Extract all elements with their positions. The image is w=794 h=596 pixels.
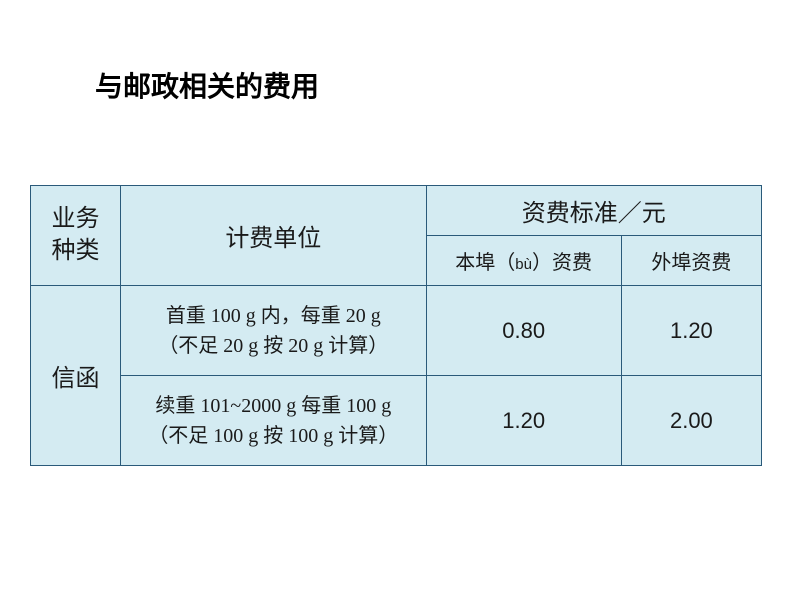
pinyin-bu: bù [515,256,532,273]
header-fee-standard: 资费标准／元 [426,186,761,236]
local-fee-text-part1: 本埠（ [455,252,515,274]
subheader-remote-fee: 外埠资费 [621,236,761,286]
desc-row1-line1: 首重 100 g 内，每重 20 g [166,305,381,327]
desc-row2-line2: （不足 100 g 按 100 g 计算） [148,425,398,447]
table-row: 续重 101~2000 g 每重 100 g （不足 100 g 按 100 g… [31,376,762,466]
desc-row2-line1: 续重 101~2000 g 每重 100 g [155,395,391,417]
category-letter: 信函 [31,286,121,466]
local-fee-row1: 0.80 [426,286,621,376]
local-fee-text-part2: ）资费 [532,252,592,274]
header-col1-line1: 业务 [52,206,100,232]
remote-fee-row2: 2.00 [621,376,761,466]
desc-additional-weight: 续重 101~2000 g 每重 100 g （不足 100 g 按 100 g… [121,376,426,466]
desc-row1-line2: （不足 20 g 按 20 g 计算） [158,335,388,357]
fee-table: 业务 种类 计费单位 资费标准／元 本埠（bù）资费 外埠资费 信函 首重 10… [30,185,762,466]
header-billing-unit: 计费单位 [121,186,426,286]
remote-fee-row1: 1.20 [621,286,761,376]
local-fee-row2: 1.20 [426,376,621,466]
header-business-type: 业务 种类 [31,186,121,286]
desc-first-weight: 首重 100 g 内，每重 20 g （不足 20 g 按 20 g 计算） [121,286,426,376]
header-col1-line2: 种类 [52,238,100,264]
table-row: 信函 首重 100 g 内，每重 20 g （不足 20 g 按 20 g 计算… [31,286,762,376]
header-row: 业务 种类 计费单位 资费标准／元 [31,186,762,236]
page-title: 与邮政相关的费用 [95,65,319,105]
subheader-local-fee: 本埠（bù）资费 [426,236,621,286]
fee-table-container: 业务 种类 计费单位 资费标准／元 本埠（bù）资费 外埠资费 信函 首重 10… [30,185,762,466]
